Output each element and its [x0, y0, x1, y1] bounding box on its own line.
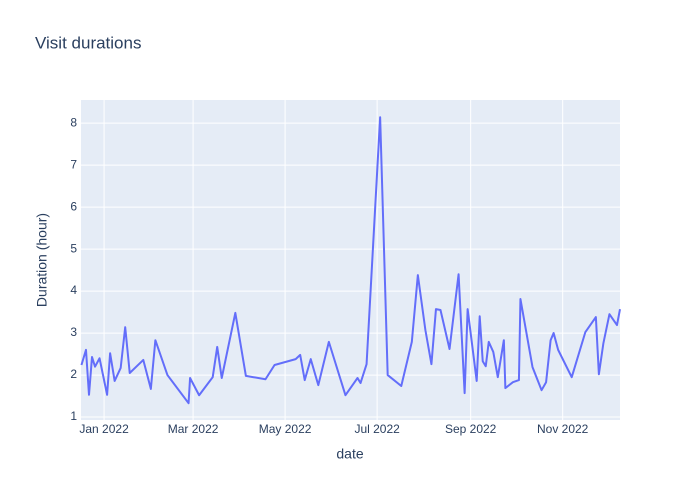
y-tick-label: 1 — [70, 409, 77, 423]
y-tick-label: 3 — [70, 325, 77, 339]
data-line — [80, 116, 621, 405]
x-tick-label: Jul 2022 — [354, 422, 400, 436]
y-tick-label: 2 — [70, 367, 77, 381]
y-tick-label: 4 — [70, 283, 77, 297]
y-axis-title: Duration (hour) — [34, 213, 50, 307]
y-tick-label: 5 — [70, 241, 77, 255]
x-tick-label: Jan 2022 — [79, 422, 129, 436]
x-tick-label: Sep 2022 — [445, 422, 497, 436]
x-tick-label: Mar 2022 — [168, 422, 219, 436]
x-axis-title: date — [336, 446, 363, 462]
chart-title: Visit durations — [35, 33, 141, 52]
x-tick-label: May 2022 — [259, 422, 312, 436]
x-tick-label: Nov 2022 — [537, 422, 589, 436]
y-tick-label: 8 — [70, 115, 77, 129]
y-tick-label: 7 — [70, 157, 77, 171]
y-tick-label: 6 — [70, 199, 77, 213]
plot-area — [81, 100, 620, 420]
